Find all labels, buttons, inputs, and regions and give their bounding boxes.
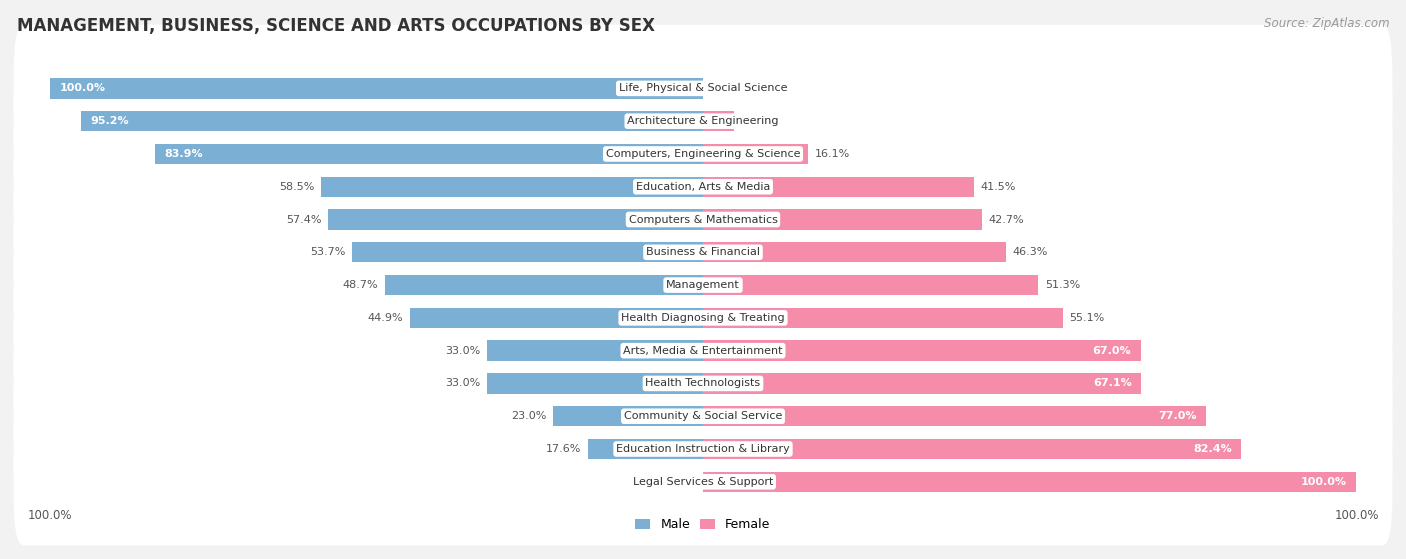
Text: 77.0%: 77.0% — [1159, 411, 1197, 421]
Text: 17.6%: 17.6% — [546, 444, 582, 454]
Bar — [82, 111, 703, 131]
Text: 4.8%: 4.8% — [741, 116, 769, 126]
Text: 58.5%: 58.5% — [278, 182, 314, 192]
Bar — [385, 275, 703, 295]
Bar — [703, 210, 981, 230]
Legend: Male, Female: Male, Female — [630, 513, 776, 536]
Bar — [703, 242, 1005, 263]
Text: Education Instruction & Library: Education Instruction & Library — [616, 444, 790, 454]
FancyBboxPatch shape — [14, 58, 1392, 185]
Text: Community & Social Service: Community & Social Service — [624, 411, 782, 421]
Text: Health Diagnosing & Treating: Health Diagnosing & Treating — [621, 313, 785, 323]
FancyBboxPatch shape — [14, 418, 1392, 546]
Text: MANAGEMENT, BUSINESS, SCIENCE AND ARTS OCCUPATIONS BY SEX: MANAGEMENT, BUSINESS, SCIENCE AND ARTS O… — [17, 17, 655, 35]
Text: 51.3%: 51.3% — [1045, 280, 1080, 290]
Bar — [703, 111, 734, 131]
FancyBboxPatch shape — [14, 353, 1392, 480]
Bar — [49, 78, 703, 98]
Text: Life, Physical & Social Science: Life, Physical & Social Science — [619, 83, 787, 93]
Bar — [321, 177, 703, 197]
Text: Source: ZipAtlas.com: Source: ZipAtlas.com — [1264, 17, 1389, 30]
Text: Legal Services & Support: Legal Services & Support — [633, 477, 773, 487]
Text: Computers, Engineering & Science: Computers, Engineering & Science — [606, 149, 800, 159]
FancyBboxPatch shape — [14, 385, 1392, 513]
Text: 0.0%: 0.0% — [665, 477, 693, 487]
Bar — [352, 242, 703, 263]
Bar — [703, 406, 1206, 427]
Text: 67.0%: 67.0% — [1092, 345, 1130, 356]
Bar — [488, 373, 703, 394]
FancyBboxPatch shape — [14, 91, 1392, 217]
Bar — [703, 275, 1038, 295]
Text: Education, Arts & Media: Education, Arts & Media — [636, 182, 770, 192]
Text: 53.7%: 53.7% — [311, 247, 346, 257]
FancyBboxPatch shape — [14, 156, 1392, 283]
Text: Health Technologists: Health Technologists — [645, 378, 761, 389]
Bar — [553, 406, 703, 427]
FancyBboxPatch shape — [14, 221, 1392, 349]
Text: 33.0%: 33.0% — [446, 345, 481, 356]
Text: 55.1%: 55.1% — [1070, 313, 1105, 323]
Bar — [703, 177, 974, 197]
Bar — [703, 144, 808, 164]
Text: 83.9%: 83.9% — [165, 149, 204, 159]
Text: 67.1%: 67.1% — [1092, 378, 1132, 389]
Text: 95.2%: 95.2% — [91, 116, 129, 126]
Text: Management: Management — [666, 280, 740, 290]
Bar — [328, 210, 703, 230]
Text: 57.4%: 57.4% — [285, 215, 322, 225]
Text: 46.3%: 46.3% — [1012, 247, 1047, 257]
Text: Architecture & Engineering: Architecture & Engineering — [627, 116, 779, 126]
Text: 42.7%: 42.7% — [988, 215, 1024, 225]
Text: 33.0%: 33.0% — [446, 378, 481, 389]
Bar — [488, 340, 703, 361]
Text: 82.4%: 82.4% — [1192, 444, 1232, 454]
Text: 48.7%: 48.7% — [343, 280, 378, 290]
Text: 23.0%: 23.0% — [510, 411, 546, 421]
Bar — [588, 439, 703, 459]
Text: 16.1%: 16.1% — [814, 149, 851, 159]
FancyBboxPatch shape — [14, 189, 1392, 316]
Text: 100.0%: 100.0% — [1301, 477, 1347, 487]
Text: Computers & Mathematics: Computers & Mathematics — [628, 215, 778, 225]
Text: 0.0%: 0.0% — [713, 83, 741, 93]
FancyBboxPatch shape — [14, 123, 1392, 250]
FancyBboxPatch shape — [14, 25, 1392, 152]
Text: 44.9%: 44.9% — [367, 313, 404, 323]
Bar — [703, 373, 1142, 394]
FancyBboxPatch shape — [14, 320, 1392, 447]
Bar — [703, 307, 1063, 328]
Text: Business & Financial: Business & Financial — [645, 247, 761, 257]
FancyBboxPatch shape — [14, 287, 1392, 414]
FancyBboxPatch shape — [14, 254, 1392, 381]
Text: Arts, Media & Entertainment: Arts, Media & Entertainment — [623, 345, 783, 356]
Bar — [409, 307, 703, 328]
Bar — [155, 144, 703, 164]
Text: 100.0%: 100.0% — [59, 83, 105, 93]
Bar — [703, 439, 1241, 459]
Text: 41.5%: 41.5% — [981, 182, 1017, 192]
Bar — [703, 340, 1140, 361]
Bar — [703, 472, 1357, 492]
